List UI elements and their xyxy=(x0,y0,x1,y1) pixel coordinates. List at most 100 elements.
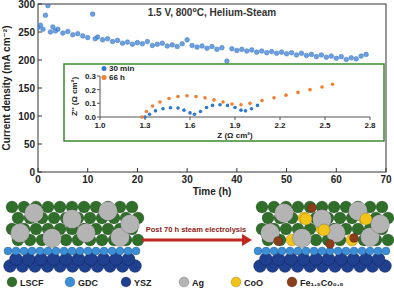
inset-point xyxy=(331,82,335,86)
diagram-legend-label: LSCF xyxy=(20,278,44,288)
gdc-particle xyxy=(342,247,350,255)
inset-x-tick xyxy=(370,117,371,120)
y-tick xyxy=(38,116,42,117)
inset-point xyxy=(296,91,300,95)
inset-point xyxy=(145,110,149,114)
gdc-particle xyxy=(366,247,374,255)
inset-point xyxy=(169,106,173,110)
inset-y-axis xyxy=(100,76,101,117)
data-point xyxy=(329,54,334,59)
gdc-particle xyxy=(44,247,52,255)
ag-particle xyxy=(63,210,82,229)
inset-point xyxy=(193,112,197,116)
gdc-particle xyxy=(278,247,286,255)
diagram-legend-label: GDC xyxy=(78,278,99,288)
gdc-particle xyxy=(76,247,84,255)
plot-frame xyxy=(38,4,386,172)
data-point xyxy=(56,27,61,32)
lscf-particle xyxy=(30,223,42,235)
data-point xyxy=(185,38,190,43)
data-point xyxy=(66,29,71,34)
data-point xyxy=(61,31,66,36)
inset-point xyxy=(248,102,252,106)
x-tick-label: 30 xyxy=(182,174,194,185)
data-point xyxy=(130,42,135,47)
data-point xyxy=(140,41,145,46)
data-point xyxy=(339,54,344,59)
lscf-particle xyxy=(42,201,54,213)
inset-point xyxy=(308,88,312,92)
data-point xyxy=(344,57,349,62)
data-point xyxy=(48,30,53,35)
data-point xyxy=(110,39,115,44)
ag-particle xyxy=(371,215,390,234)
gdc-particle xyxy=(318,247,326,255)
arrow-label: Post 70 h steam electrolysis xyxy=(146,225,246,234)
data-point xyxy=(120,41,125,46)
inset-x-tick xyxy=(235,117,236,120)
gdc-particle xyxy=(358,247,366,255)
gdc-particle xyxy=(20,247,28,255)
data-point xyxy=(155,42,160,47)
page: {"chart_data": [ {"type": "scatter", "ti… xyxy=(0,0,394,293)
data-point xyxy=(195,45,200,50)
inset-x-tick-label: 1.3 xyxy=(139,121,151,130)
cell-before xyxy=(4,201,145,273)
inset-point xyxy=(188,111,192,115)
data-point xyxy=(150,43,155,48)
inset-x-tick xyxy=(325,117,326,120)
inset-point xyxy=(154,109,158,113)
inset-y-tick-label: 0.3 xyxy=(85,72,97,81)
data-point xyxy=(105,36,110,41)
x-tick xyxy=(286,168,287,172)
fe-co-particle xyxy=(326,240,335,249)
data-point xyxy=(210,44,215,49)
legend-swatch xyxy=(179,277,189,287)
inset-point xyxy=(239,103,243,107)
ag-particle xyxy=(121,215,140,234)
gdc-particle xyxy=(52,247,60,255)
lscf-particle xyxy=(280,223,292,235)
data-point xyxy=(269,49,274,54)
inset-point xyxy=(212,98,216,102)
inset-y-label: Z'' (Ω cm²) xyxy=(70,77,79,116)
y-tick xyxy=(38,172,42,173)
data-point xyxy=(359,54,364,59)
ag-particle xyxy=(43,229,62,248)
ag-particle xyxy=(11,224,30,243)
data-point xyxy=(319,53,324,58)
inset-x-tick-label: 1.6 xyxy=(184,121,196,130)
x-tick xyxy=(386,168,387,172)
y-axis-label: Current density (mA cm⁻²) xyxy=(1,26,12,151)
data-point xyxy=(309,52,314,57)
y-tick xyxy=(38,88,42,89)
x-tick-label: 60 xyxy=(331,174,343,185)
legend-label: 30 min xyxy=(109,64,134,73)
data-point xyxy=(354,57,359,62)
ag-particle xyxy=(25,204,44,223)
data-point xyxy=(175,44,180,49)
x-tick xyxy=(236,168,237,172)
gdc-particle xyxy=(286,247,294,255)
gdc-particle xyxy=(68,247,76,255)
inset-point xyxy=(185,94,189,98)
x-tick-label: 20 xyxy=(132,174,144,185)
data-point xyxy=(289,50,294,55)
diagram-legend-label: Ag xyxy=(192,278,204,288)
legend-swatch xyxy=(121,277,131,287)
data-point xyxy=(43,13,48,18)
data-point xyxy=(80,34,85,39)
inset-point xyxy=(211,104,215,108)
inset-point xyxy=(250,107,254,111)
lscf-particle xyxy=(12,212,24,224)
legend-label: 66 h xyxy=(109,73,125,82)
lscf-particle xyxy=(60,234,72,246)
inset-point xyxy=(161,107,165,111)
legend-marker xyxy=(102,75,107,80)
inset-point xyxy=(194,95,198,99)
data-point xyxy=(264,50,269,55)
data-point xyxy=(349,55,354,60)
x-tick xyxy=(137,168,138,172)
inset-x-label: Z (Ω cm²) xyxy=(217,131,253,140)
y-tick-label: 150 xyxy=(18,83,35,94)
